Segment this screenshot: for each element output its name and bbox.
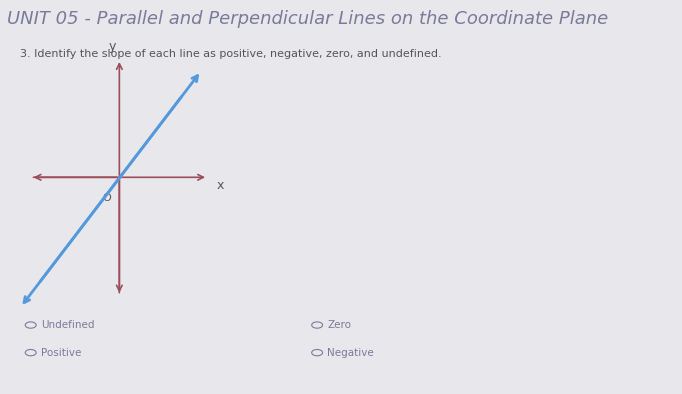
- Text: O: O: [103, 193, 111, 203]
- Text: Zero: Zero: [327, 320, 351, 330]
- Text: Positive: Positive: [41, 348, 81, 358]
- Text: 3. Identify the slope of each line as positive, negative, zero, and undefined.: 3. Identify the slope of each line as po…: [20, 49, 442, 59]
- Text: Undefined: Undefined: [41, 320, 94, 330]
- Text: x: x: [216, 179, 224, 191]
- Text: y: y: [109, 40, 116, 53]
- Text: UNIT 05 - Parallel and Perpendicular Lines on the Coordinate Plane: UNIT 05 - Parallel and Perpendicular Lin…: [7, 10, 608, 28]
- Text: Negative: Negative: [327, 348, 374, 358]
